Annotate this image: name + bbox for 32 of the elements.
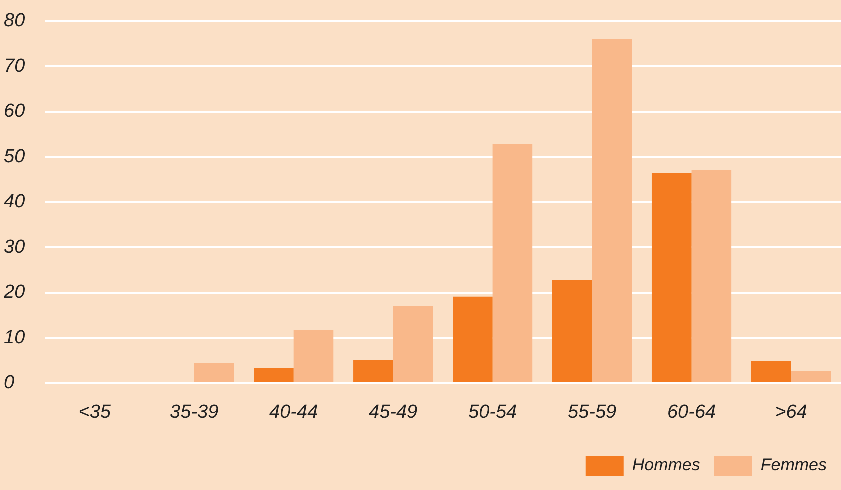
- y-tick-label: 40: [4, 192, 26, 213]
- x-tick-label: 50-54: [468, 402, 518, 423]
- bar: [552, 280, 592, 382]
- legend-label: Femmes: [760, 456, 828, 475]
- x-tick-label: >64: [775, 402, 808, 423]
- y-tick-label: 70: [4, 56, 26, 77]
- legend-label: Hommes: [632, 456, 701, 475]
- bar: [492, 144, 533, 382]
- y-tick-label: 50: [4, 146, 26, 168]
- x-tick-label: <35: [78, 402, 112, 423]
- bar: [194, 363, 234, 382]
- y-tick-label: 10: [4, 327, 26, 348]
- x-tick-label: 35-39: [170, 402, 220, 423]
- bar: [254, 368, 294, 382]
- bar: [453, 296, 493, 382]
- x-tick-label: 60-64: [667, 402, 716, 423]
- y-tick-label: 60: [4, 101, 26, 122]
- bar: [652, 173, 692, 382]
- y-tick-label: 30: [4, 236, 26, 258]
- bar: [354, 360, 394, 382]
- bar: [791, 371, 832, 382]
- bar: [751, 361, 792, 382]
- y-tick-label: 0: [4, 372, 15, 394]
- y-tick-label: 80: [4, 10, 26, 32]
- x-tick-label: 55-59: [568, 402, 618, 423]
- x-tick-label: 40-44: [270, 402, 318, 423]
- bar: [692, 170, 732, 382]
- bar: [592, 39, 632, 382]
- bar: [294, 330, 334, 382]
- bar: [393, 306, 434, 382]
- y-tick-label: 20: [3, 282, 26, 304]
- x-tick-label: 45-49: [369, 402, 418, 423]
